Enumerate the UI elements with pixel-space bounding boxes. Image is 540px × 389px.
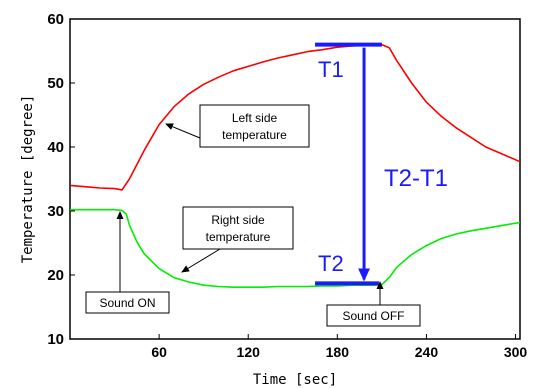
x-tick-label: 180 [326,344,350,360]
y-tick-label: 50 [47,75,64,92]
difference-label: T2-T1 [384,165,448,192]
left-side-temperature-line [69,43,521,191]
y-tick-label: 40 [47,139,64,156]
x-axis-ticks: 60 120 180 240 300 [151,334,527,360]
y-tick-label: 60 [47,11,64,28]
right-side-annotation-line1: Right side [211,213,265,227]
x-tick-label: 300 [504,344,528,360]
sound-on-annotation-text: Sound ON [99,296,155,310]
right-side-temperature-line [70,208,521,289]
left-side-annotation-box [199,104,310,148]
right-side-annotation-arrow [181,248,221,273]
y-axis-label: Temperature [degree] [20,95,36,264]
left-side-annotation-line2: temperature [222,128,287,142]
x-tick-label: 60 [151,344,167,360]
series-layer [69,43,521,289]
y-axis-ticks: 10 20 30 40 50 60 [47,11,75,348]
x-tick-label: 120 [237,344,261,360]
t2-label: T2 [318,251,344,276]
sound-on-annotation-box [85,291,170,314]
sound-off-annotation-box [326,304,421,327]
t1-label: T1 [318,57,344,82]
sound-off-annotation-text: Sound OFF [342,309,404,323]
x-axis-label: Time [sec] [253,372,337,388]
y-tick-label: 20 [47,267,64,284]
left-side-annotation-arrow [165,123,201,139]
left-side-annotation-line1: Left side [232,111,278,125]
plot-area [69,18,521,340]
right-side-annotation-box [182,206,294,250]
x-tick-label: 240 [415,344,439,360]
right-side-annotation-line2: temperature [206,230,271,244]
y-tick-label: 10 [47,331,64,348]
y-tick-label: 30 [47,203,64,220]
